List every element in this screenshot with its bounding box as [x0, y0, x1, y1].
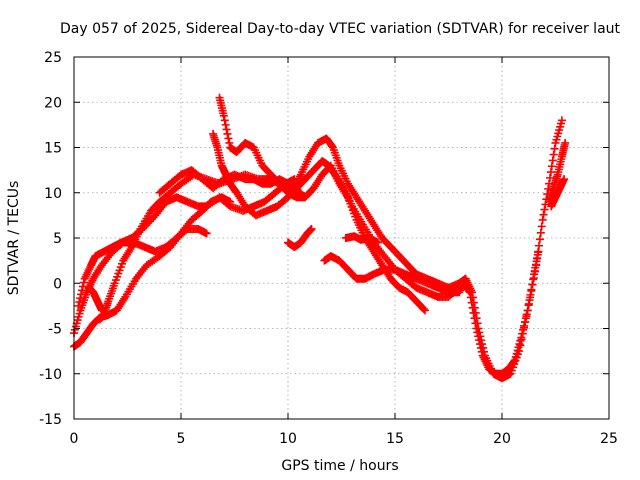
- data-point: [419, 305, 428, 314]
- data-point: [557, 116, 566, 125]
- data-point: [470, 303, 479, 312]
- data-point: [468, 288, 477, 297]
- data-point: [518, 329, 527, 338]
- series-track-10: [320, 252, 470, 297]
- data-point: [524, 299, 533, 308]
- grid: [74, 57, 609, 419]
- data-point: [516, 341, 525, 350]
- data-point: [534, 248, 543, 257]
- data-point: [79, 278, 88, 287]
- data-point: [476, 332, 485, 341]
- data-point: [515, 347, 524, 356]
- data-point: [560, 175, 569, 184]
- data-point: [373, 238, 382, 247]
- data-point: [221, 120, 230, 129]
- data-point: [478, 340, 487, 349]
- y-tick-label: -5: [48, 322, 62, 338]
- data-point: [535, 235, 544, 244]
- data-point: [223, 129, 232, 138]
- data-point: [220, 116, 229, 125]
- data-point: [526, 293, 535, 302]
- data-point: [549, 150, 558, 159]
- series-track-13: [341, 232, 382, 247]
- data-point: [472, 314, 481, 323]
- x-tick-label: 15: [386, 431, 404, 447]
- data-point: [540, 205, 549, 214]
- data-point: [471, 308, 480, 317]
- y-tick-label: 5: [53, 231, 62, 247]
- series-track-2: [70, 224, 211, 338]
- data-point: [78, 282, 87, 291]
- data-point: [420, 306, 429, 315]
- series-track-12: [545, 138, 570, 206]
- data-point: [479, 347, 488, 356]
- data-point: [528, 280, 537, 289]
- y-tick-label: -15: [39, 412, 62, 428]
- series-track-3: [74, 175, 299, 310]
- y-tick-label: 0: [53, 276, 62, 292]
- y-tick-label: 15: [44, 141, 62, 157]
- data-point: [225, 138, 234, 147]
- data-point: [477, 336, 486, 345]
- x-tick-label: 20: [493, 431, 511, 447]
- data-point: [529, 274, 538, 283]
- data-point: [202, 229, 211, 238]
- data-point: [527, 287, 536, 296]
- data-point: [474, 324, 483, 333]
- data-point: [222, 125, 231, 134]
- data-point: [469, 298, 478, 307]
- data-point: [533, 254, 542, 263]
- axis-ticks: [73, 56, 610, 420]
- data-point: [548, 156, 557, 165]
- tick-labels: 0 5 10 15 20 25 -15 -10 -5 0 5 10 15 20 25: [39, 50, 618, 447]
- data-point: [532, 261, 541, 270]
- data-point: [531, 267, 540, 276]
- data-point: [517, 335, 526, 344]
- x-axis-label: GPS time / hours: [281, 458, 398, 474]
- data-point: [539, 210, 548, 219]
- data-point: [550, 144, 559, 153]
- x-tick-label: 5: [177, 431, 186, 447]
- data-point: [76, 294, 85, 303]
- data-point: [523, 306, 532, 315]
- data-point: [97, 306, 106, 315]
- data-point: [219, 111, 228, 120]
- y-tick-label: 25: [44, 50, 62, 66]
- x-tick-label: 10: [279, 431, 297, 447]
- data-point: [77, 286, 86, 295]
- data-point: [468, 293, 477, 302]
- data-point: [328, 142, 337, 151]
- data-point: [307, 224, 316, 233]
- data-point: [77, 290, 86, 299]
- y-tick-label: 20: [44, 95, 62, 111]
- x-tick-label: 25: [600, 431, 618, 447]
- data-point: [547, 162, 556, 171]
- x-tick-label: 0: [70, 431, 79, 447]
- y-axis-label: SDTVAR / TECUs: [6, 181, 22, 296]
- data-point: [520, 323, 529, 332]
- data-point: [521, 318, 530, 327]
- data-point: [479, 343, 488, 352]
- data-point: [534, 241, 543, 250]
- data-point: [461, 274, 470, 283]
- data-point: [75, 297, 84, 306]
- chart-title: Day 057 of 2025, Sidereal Day-to-day VTE…: [60, 21, 621, 37]
- y-tick-label: -10: [39, 367, 62, 383]
- data-point: [74, 301, 83, 310]
- data-point: [475, 328, 484, 337]
- data-point: [561, 138, 570, 147]
- data-point: [473, 319, 482, 328]
- series-track-5: [84, 283, 106, 315]
- series-track-9: [284, 224, 316, 252]
- data-point: [536, 228, 545, 237]
- data-point: [537, 222, 546, 231]
- y-tick-label: 10: [44, 186, 62, 202]
- series-track-7: [209, 116, 566, 383]
- data-point: [546, 168, 555, 177]
- data-marks: [70, 93, 570, 383]
- data-point: [522, 312, 531, 321]
- data-point: [538, 215, 547, 224]
- data-point: [224, 134, 233, 143]
